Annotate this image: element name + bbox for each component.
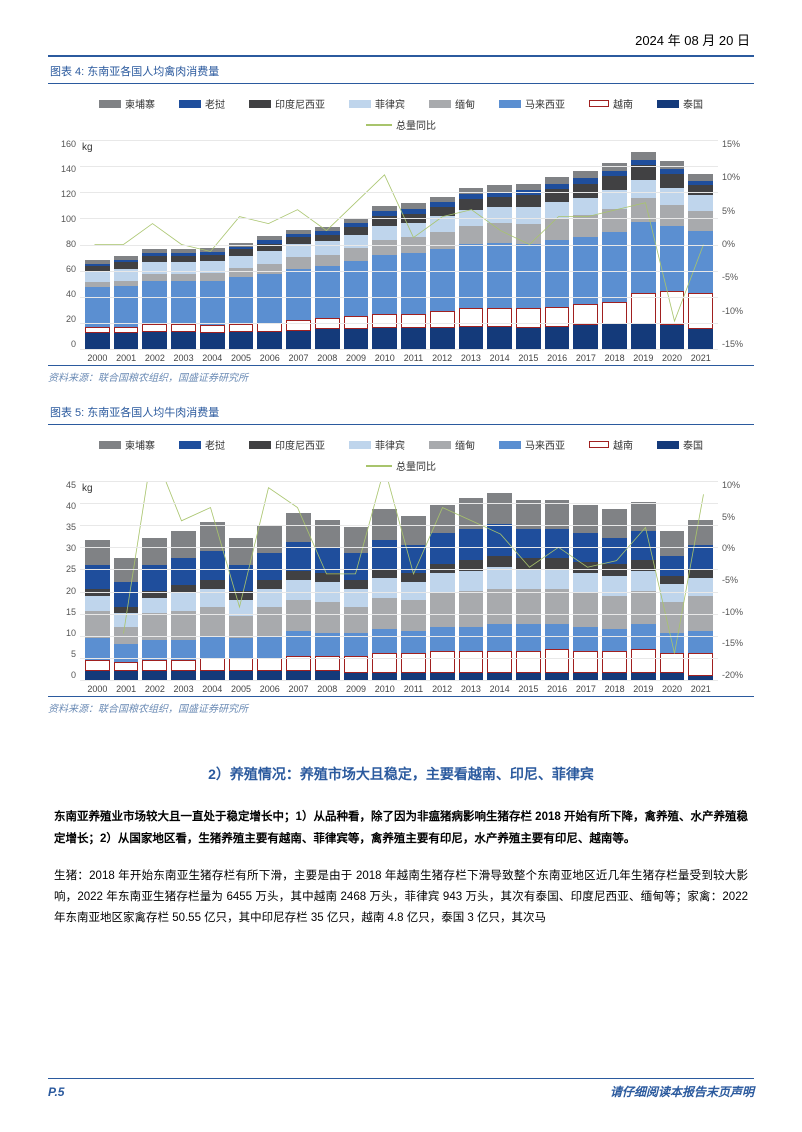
bar-2010: [372, 509, 397, 680]
bar-2016: [545, 500, 570, 680]
chart5-legend: 柬埔寨 老挝 印度尼西亚 菲律宾 缅甸 马来西亚 越南 泰国总量同比: [48, 433, 754, 481]
legend-item-philippines: 菲律宾: [349, 96, 405, 111]
bar-2007: [286, 513, 311, 680]
bar-2003: [171, 249, 196, 349]
chart4-title-text: 东南亚各国人均禽肉消费量: [87, 66, 219, 78]
chart4-caption: 资料来源：联合国粮农组织，国盛证券研究所: [48, 365, 754, 384]
bar-2019: [631, 152, 656, 349]
legend-item-myanmar: 缅甸: [429, 437, 475, 452]
legend-item-myanmar: 缅甸: [429, 96, 475, 111]
legend-item-malaysia: 马来西亚: [499, 437, 565, 452]
body-paragraph: 生猪：2018 年开始东南亚生猪存栏有所下滑，主要是由于 2018 年越南生猪存…: [54, 866, 748, 930]
summary-paragraph: 东南亚养殖业市场较大且一直处于稳定增长中；1）从品种看，除了因为非瘟猪病影响生猪…: [54, 807, 748, 850]
bar-2010: [372, 206, 397, 349]
bar-2020: [660, 161, 685, 349]
chart4-canvas: kg 160140120100806040200 15%10%5%0%-5%-1…: [80, 140, 718, 350]
chart4-y-left: 160140120100806040200: [48, 140, 76, 349]
page-footer: P.5 请仔细阅读本报告末页声明: [0, 1078, 802, 1100]
legend-item-laos: 老挝: [179, 437, 225, 452]
footer-disclaimer: 请仔细阅读本报告末页声明: [610, 1083, 754, 1100]
chart5-title-text: 东南亚各国人均牛肉消费量: [87, 407, 219, 419]
bar-2006: [257, 236, 282, 349]
bar-2000: [85, 540, 110, 680]
chart4-title-num: 图表 4:: [50, 66, 84, 78]
legend-item-thailand: 泰国: [657, 437, 703, 452]
bar-2009: [344, 219, 369, 349]
chart5-canvas: kg 454035302520151050 10%5%0%-5%-10%-15%…: [80, 481, 718, 681]
bar-2011: [401, 516, 426, 680]
legend-item-total_yoy: 总量同比: [366, 458, 436, 473]
legend-item-total_yoy: 总量同比: [366, 117, 436, 132]
page-number: P.5: [48, 1085, 64, 1099]
legend-item-cambodia: 柬埔寨: [99, 437, 155, 452]
bar-2015: [516, 500, 541, 680]
bar-2001: [114, 558, 139, 680]
chart5-caption: 资料来源：联合国粮农组织，国盛证券研究所: [48, 696, 754, 715]
bar-2015: [516, 184, 541, 349]
section-heading: 2）养殖情况：养殖市场大且稳定，主要看越南、印尼、菲律宾: [98, 763, 704, 785]
bar-2007: [286, 230, 311, 349]
bar-2004: [200, 248, 225, 349]
legend-item-malaysia: 马来西亚: [499, 96, 565, 111]
chart4-block: 图表 4: 东南亚各国人均禽肉消费量 柬埔寨 老挝 印度尼西亚 菲律宾 缅甸 马来西亚 越南…: [48, 61, 754, 384]
chart4-x-labels: 2000200120022003200420052006200720082009…: [80, 350, 718, 363]
chart5-y-left: 454035302520151050: [48, 481, 76, 680]
bar-2014: [487, 493, 512, 680]
legend-item-vietnam: 越南: [589, 437, 633, 452]
legend-item-thailand: 泰国: [657, 96, 703, 111]
chart4-title: 图表 4: 东南亚各国人均禽肉消费量: [48, 61, 754, 84]
bar-2002: [142, 249, 167, 349]
legend-item-indonesia: 印度尼西亚: [249, 437, 325, 452]
chart5-title: 图表 5: 东南亚各国人均牛肉消费量: [48, 402, 754, 425]
report-date: 2024 年 08 月 20 日: [48, 30, 754, 49]
legend-item-cambodia: 柬埔寨: [99, 96, 155, 111]
chart4-y-right: 15%10%5%0%-5%-10%-15%: [722, 140, 754, 349]
chart4-legend: 柬埔寨 老挝 印度尼西亚 菲律宾 缅甸 马来西亚 越南 泰国总量同比: [48, 92, 754, 140]
bar-2013: [459, 188, 484, 349]
chart5-x-labels: 2000200120022003200420052006200720082009…: [80, 681, 718, 694]
chart5-bars: [80, 481, 718, 680]
legend-item-indonesia: 印度尼西亚: [249, 96, 325, 111]
bar-2018: [602, 509, 627, 680]
bar-2000: [85, 260, 110, 349]
bar-2004: [200, 522, 225, 680]
chart5-y-right: 10%5%0%-5%-10%-15%-20%: [722, 481, 754, 680]
legend-item-vietnam: 越南: [589, 96, 633, 111]
bar-2012: [430, 197, 455, 349]
chart5-block: 图表 5: 东南亚各国人均牛肉消费量 柬埔寨 老挝 印度尼西亚 菲律宾 缅甸 马来西亚 越南…: [48, 402, 754, 715]
bar-2014: [487, 185, 512, 349]
top-divider: [48, 55, 754, 57]
bar-2008: [315, 520, 340, 680]
chart5-title-num: 图表 5:: [50, 407, 84, 419]
bar-2011: [401, 203, 426, 349]
bar-2021: [688, 520, 713, 680]
legend-item-laos: 老挝: [179, 96, 225, 111]
legend-item-philippines: 菲律宾: [349, 437, 405, 452]
bar-2018: [602, 163, 627, 349]
